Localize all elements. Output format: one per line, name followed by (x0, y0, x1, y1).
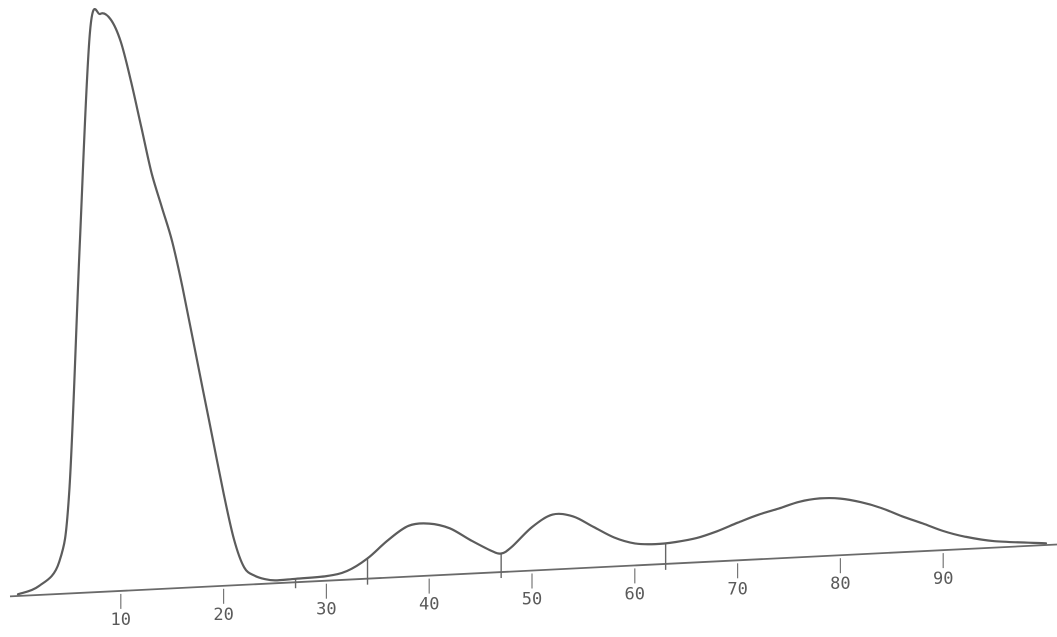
x-tick-label-3: 40 (419, 595, 439, 615)
x-tick-label-0: 10 (111, 610, 131, 630)
baseline-layer (9, 543, 1057, 598)
x-tick-layer: 10 20 30 40 50 60 70 80 90 (111, 553, 953, 630)
x-tick-label-7: 80 (830, 574, 850, 594)
trace-layer (16, 8, 1048, 596)
trace-line-0 (16, 8, 1048, 596)
x-tick-label-5: 60 (625, 584, 645, 604)
x-tick-label-4: 50 (522, 590, 542, 610)
x-tick-label-2: 30 (316, 600, 336, 620)
fraction-marker-layer (294, 543, 667, 589)
baseline (9, 543, 1057, 598)
x-tick-label-8: 90 (933, 569, 953, 589)
x-tick-label-6: 70 (727, 579, 747, 599)
x-tick-label-1: 20 (213, 605, 233, 625)
